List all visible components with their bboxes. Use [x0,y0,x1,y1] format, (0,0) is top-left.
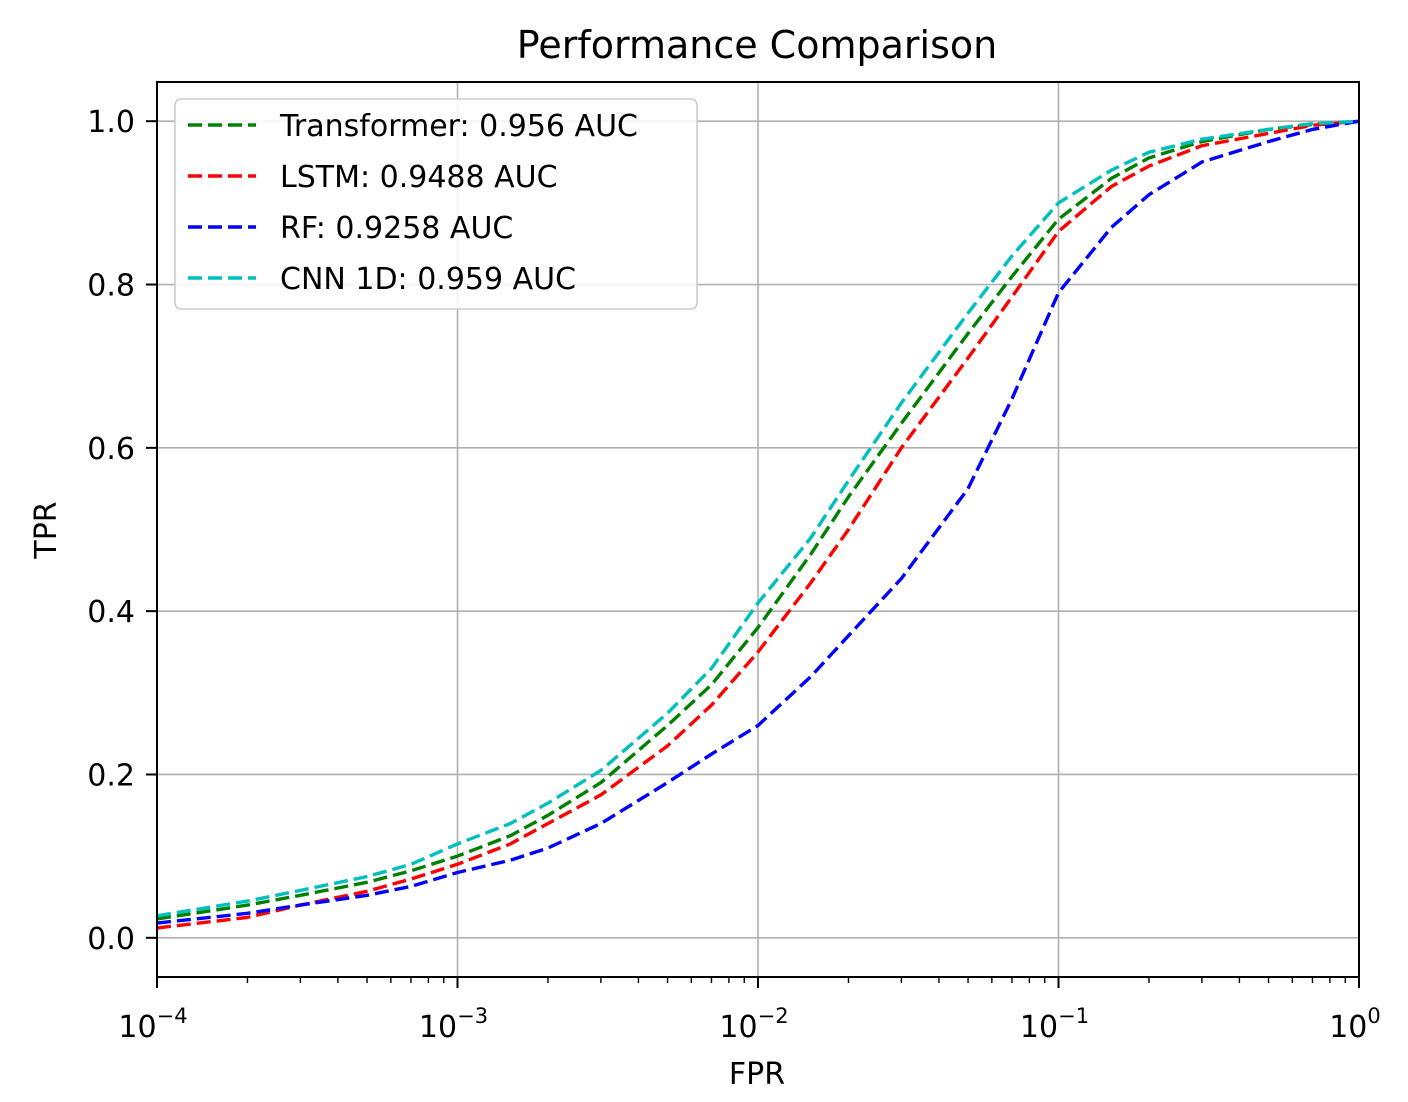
x-tick-exponent: −3 [457,1004,488,1028]
series-line [156,119,1360,925]
x-tick-base: 10 [1329,1010,1367,1045]
x-axis-label: FPR [729,1057,785,1092]
legend: Transformer: 0.956 AUC LSTM: 0.9488 AUC RF… [174,98,698,310]
series-lines [156,119,1360,930]
x-tick-exponent: −4 [157,1004,188,1028]
y-tick-label: 0.4 [87,595,135,630]
x-tick-base: 10 [1020,1010,1058,1045]
x-tick-base: 10 [719,1010,757,1045]
legend-label: Transformer: 0.956 AUC [279,109,638,144]
series-line [156,119,1360,930]
y-tick-label: 0.0 [87,922,135,957]
legend-label: LSTM: 0.9488 AUC [280,160,558,195]
x-tick-label: 10−3 [419,1004,488,1045]
y-tick-label: 1.0 [87,105,135,140]
series-line [156,119,1360,921]
legend-label: RF: 0.9258 AUC [280,211,513,246]
x-tick-base: 10 [419,1010,457,1045]
y-tick-label: 0.8 [87,269,135,304]
legend-label: CNN 1D: 0.959 AUC [280,262,576,297]
x-tick-label: 10−4 [118,1004,187,1045]
series-line [156,119,1360,918]
y-tick-label: 0.2 [87,758,135,793]
y-tick-label: 0.6 [87,432,135,467]
x-tick-exponent: −2 [758,1004,789,1028]
legend-box [174,98,698,310]
x-tick-exponent: 0 [1367,1004,1380,1028]
x-tick-label: 100 [1329,1004,1381,1045]
chart-title: Performance Comparison [517,23,997,67]
x-tick-label: 10−2 [719,1004,788,1045]
y-axis-label: TPR [29,501,64,559]
x-tick-exponent: −1 [1058,1004,1089,1028]
x-tick-base: 10 [118,1010,156,1045]
x-tick-label: 10−1 [1020,1004,1089,1045]
